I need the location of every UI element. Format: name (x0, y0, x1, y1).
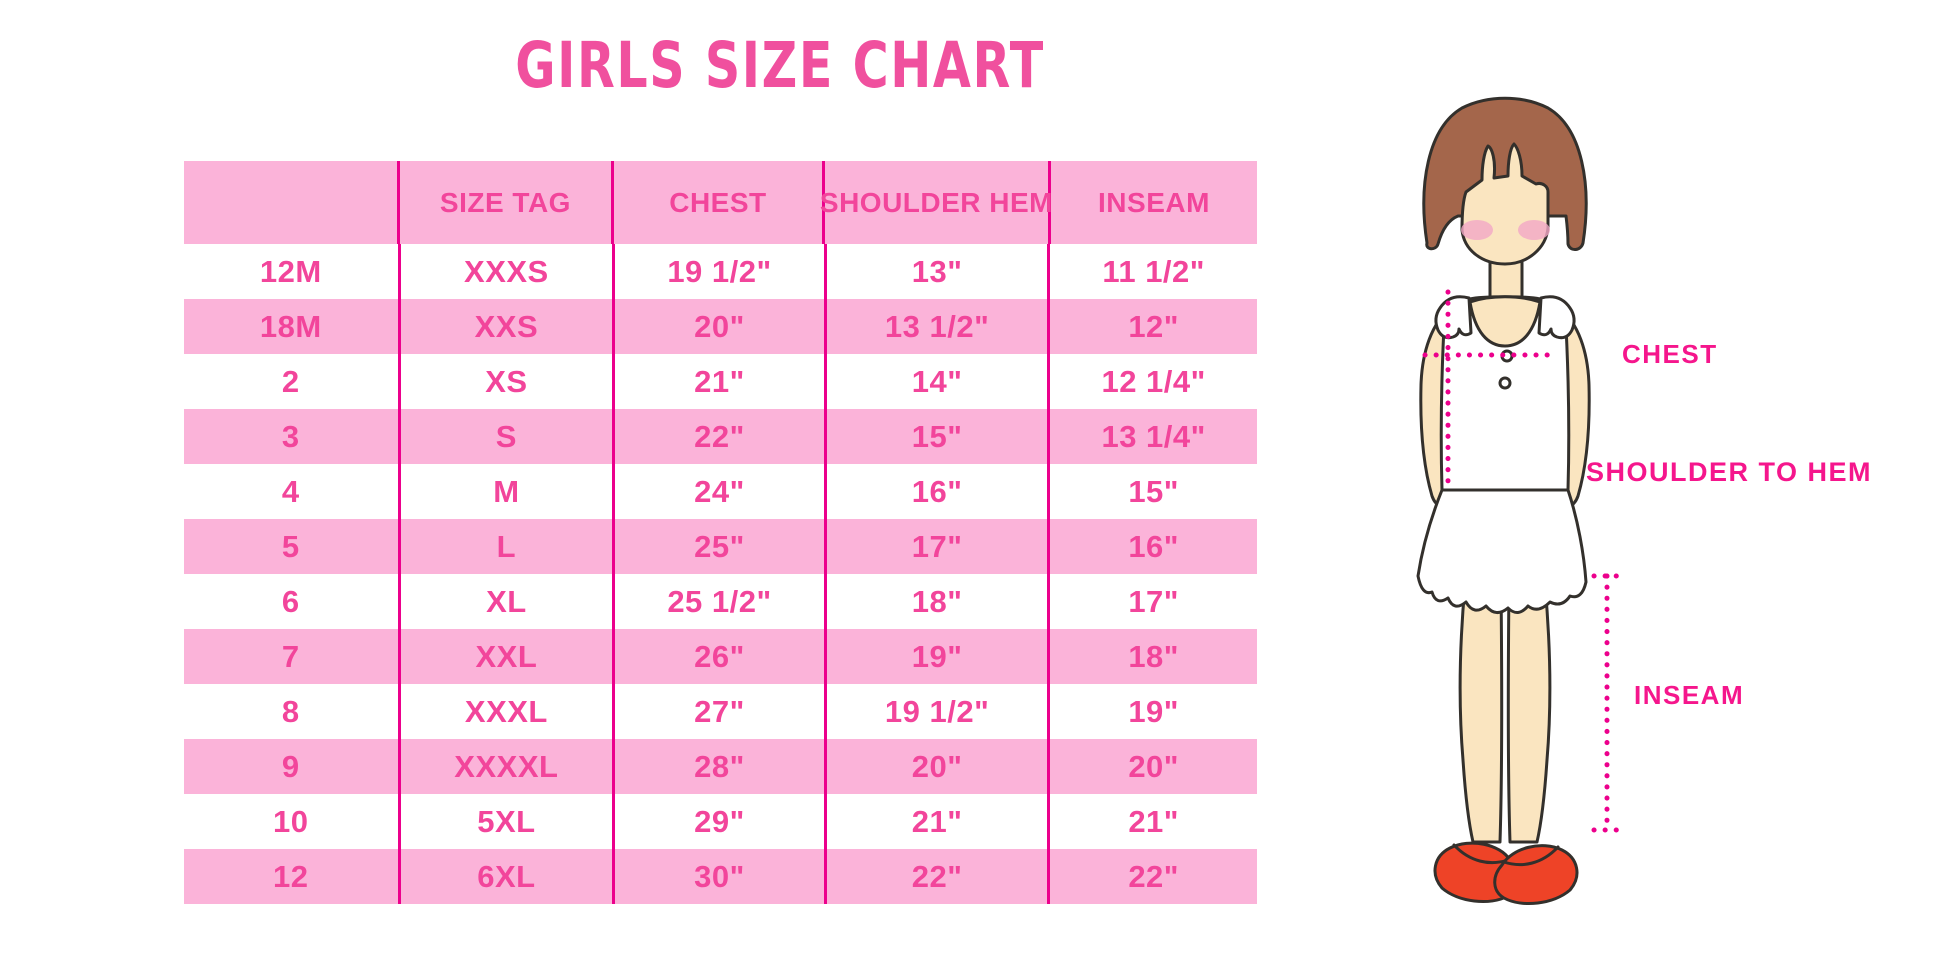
table-cell: 19 1/2" (615, 244, 827, 299)
girl-illustration (1416, 96, 1625, 905)
girl-shoe-right-strap (1502, 845, 1560, 867)
table-cell: 4 (184, 464, 401, 519)
table-cell: L (401, 519, 616, 574)
table-cell: XXXS (401, 244, 616, 299)
table-cell: 24" (615, 464, 827, 519)
table-cell: XS (401, 354, 616, 409)
table-cell: 12 (184, 849, 401, 904)
table-cell: 9 (184, 739, 401, 794)
table-cell: XL (401, 574, 616, 629)
column-header: SHOULDER HEM (820, 161, 1053, 244)
inseam-label: INSEAM (1634, 680, 1745, 710)
table-cell: 25 1/2" (615, 574, 827, 629)
table-cell: 21" (827, 794, 1051, 849)
shoulder-to-hem-label: SHOULDER TO HEM (1586, 457, 1873, 487)
table-cell: 10 (184, 794, 401, 849)
table-row: 12M XXXS 19 1/2" 13" 11 1/2" (184, 244, 1257, 299)
table-cell: 6 (184, 574, 401, 629)
table-cell: 6XL (401, 849, 616, 904)
table-cell: 3 (184, 409, 401, 464)
table-cell: 18" (827, 574, 1051, 629)
table-cell: 17" (1128, 583, 1179, 619)
table-row: 4 M 24" 16" 15" (184, 464, 1257, 519)
table-cell: 28" (615, 739, 827, 794)
table-cell: 15" (1128, 473, 1179, 509)
table-cell: 26" (615, 629, 827, 684)
table-row: 7 XXL 26" 19" 18" (184, 629, 1257, 684)
table-cell: 7 (184, 629, 401, 684)
girl-leg-left (1458, 583, 1504, 844)
table-cell: 12 1/4" (1101, 363, 1206, 399)
table-header-row: SIZE TAG CHEST SHOULDER HEM INSEAM (184, 161, 1257, 244)
table-cell: 5 (184, 519, 401, 574)
table-row: 12 6XL 30" 22" 22" (184, 849, 1257, 904)
table-cell: 29" (615, 794, 827, 849)
table-row: 3 S 22" 15" 13 1/4" (184, 409, 1257, 464)
girl-neckline (1468, 295, 1542, 348)
table-cell: 5XL (401, 794, 616, 849)
button-dot-bottom (1498, 376, 1512, 390)
blush-cheek-left (1461, 220, 1493, 240)
table-cell: XXL (401, 629, 616, 684)
table-cell: S (401, 409, 616, 464)
girl-leg-right (1506, 583, 1552, 844)
table-cell: 8 (184, 684, 401, 739)
chest-label: CHEST (1622, 339, 1718, 369)
table-cell: 13 1/2" (827, 299, 1051, 354)
table-cell: XXXL (401, 684, 616, 739)
table-cell: 30" (615, 849, 827, 904)
girl-skirt (1416, 488, 1588, 614)
column-header: SIZE TAG (400, 161, 614, 244)
table-cell: 16" (827, 464, 1051, 519)
table-cell: XXS (401, 299, 616, 354)
table-cell: 17" (827, 519, 1051, 574)
table-cell: 14" (827, 354, 1051, 409)
table-cell: 2 (184, 354, 401, 409)
table-row: 9 XXXXL 28" 20" 20" (184, 739, 1257, 794)
table-cell: M (401, 464, 616, 519)
table-cell: 13 1/4" (1101, 418, 1206, 454)
table-cell: 22" (615, 409, 827, 464)
table-cell: 20" (615, 299, 827, 354)
table-rows: 12M XXXS 19 1/2" 13" 11 1/2" 18M XXS 20" 13 1/2"… (184, 244, 1257, 904)
shoulder-ruffle-left (1434, 295, 1473, 340)
column-header (184, 161, 400, 244)
column-header: INSEAM (1098, 186, 1210, 218)
table-cell: 11 1/2" (1102, 253, 1205, 289)
table-cell: 25" (615, 519, 827, 574)
table-cell: 21" (615, 354, 827, 409)
table-cell: 12" (1128, 308, 1179, 344)
table-row: 2 XS 21" 14" 12 1/4" (184, 354, 1257, 409)
table-cell: 20" (827, 739, 1051, 794)
table-cell: XXXXL (401, 739, 616, 794)
size-table: SIZE TAG CHEST SHOULDER HEM INSEAM 12M XXXS 1… (184, 161, 1257, 904)
girl-shoe-right (1493, 844, 1579, 905)
table-row: 5 L 25" 17" 16" (184, 519, 1257, 574)
table-cell: 19" (1128, 693, 1179, 729)
table-cell: 12M (184, 244, 401, 299)
table-cell: 19 1/2" (827, 684, 1051, 739)
table-cell: 19" (827, 629, 1051, 684)
column-header: CHEST (614, 161, 825, 244)
table-cell: 27" (615, 684, 827, 739)
table-cell: 13" (827, 244, 1051, 299)
table-row: 8 XXXL 27" 19 1/2" 19" (184, 684, 1257, 739)
table-cell: 18M (184, 299, 401, 354)
table-row: 18M XXS 20" 13 1/2" 12" (184, 299, 1257, 354)
table-cell: 22" (827, 849, 1051, 904)
table-cell: 22" (1128, 858, 1179, 894)
blush-cheek-right (1518, 220, 1550, 240)
table-row: 6 XL 25 1/2" 18" 17" (184, 574, 1257, 629)
table-cell: 16" (1128, 528, 1179, 564)
page-title: GIRLS SIZE CHART (515, 29, 1045, 102)
shoulder-ruffle-right (1537, 295, 1576, 340)
table-cell: 15" (827, 409, 1051, 464)
table-cell: 21" (1128, 803, 1179, 839)
table-cell: 20" (1128, 748, 1179, 784)
table-row: 10 5XL 29" 21" 21" (184, 794, 1257, 849)
table-cell: 18" (1128, 638, 1179, 674)
